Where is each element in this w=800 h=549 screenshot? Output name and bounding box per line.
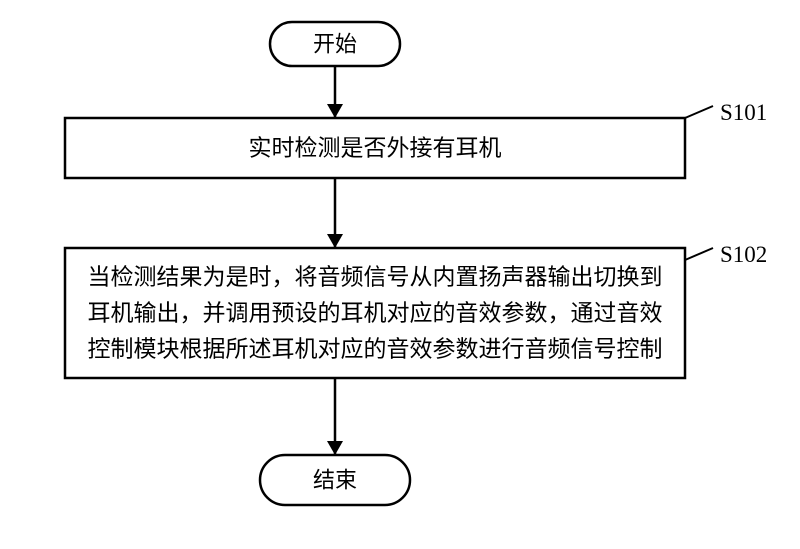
s102-node-tag: S102 — [720, 242, 767, 267]
start-node-label: 开始 — [313, 32, 357, 57]
flowchart-canvas: 开始实时检测是否外接有耳机 S101 当检测结果为是时，将音频信号从内置扬声器输出切… — [0, 0, 800, 549]
end-node-label: 结束 — [313, 468, 357, 493]
edge-2-arrow — [327, 441, 343, 455]
edge-0-arrow — [327, 104, 343, 118]
tag-leader-0 — [685, 106, 713, 118]
s102-node-label-line-0: 当检测结果为是时，将音频信号从内置扬声器输出切换到 — [88, 265, 663, 290]
s102-node-label-line-1: 耳机输出，并调用预设的耳机对应的音效参数，通过音效 — [88, 301, 663, 326]
s101-node-tag: S101 — [720, 100, 767, 125]
edge-1-arrow — [327, 234, 343, 248]
s101-node-label: 实时检测是否外接有耳机 — [249, 136, 502, 161]
tag-leader-1 — [685, 248, 713, 260]
s102-node-label-line-2: 控制模块根据所述耳机对应的音效参数进行音频信号控制 — [88, 337, 663, 362]
